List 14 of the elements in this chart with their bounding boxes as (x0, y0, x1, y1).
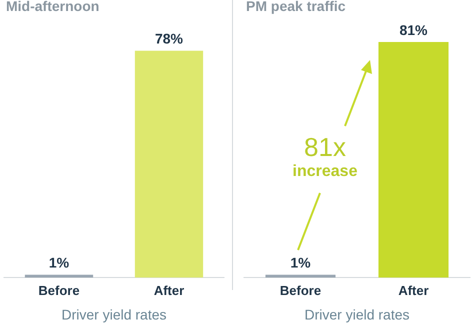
x-tick-label: Before (38, 282, 80, 298)
x-tick-label: Before (280, 282, 322, 298)
x-axis-title: Driver yield rates (304, 306, 410, 322)
x-axis-title: Driver yield rates (61, 306, 167, 322)
data-label: 78% (154, 30, 184, 47)
chart-title: Mid-afternoon (6, 0, 100, 14)
data-label: 1% (48, 254, 70, 271)
annotation: increase (292, 162, 358, 182)
annotation: 81x (303, 132, 347, 162)
data-label: 1% (290, 254, 312, 271)
x-tick-label: After (154, 282, 184, 298)
x-tick-label: After (398, 282, 429, 298)
chart-title: PM peak traffic (246, 0, 346, 14)
data-label: 81% (399, 22, 428, 38)
